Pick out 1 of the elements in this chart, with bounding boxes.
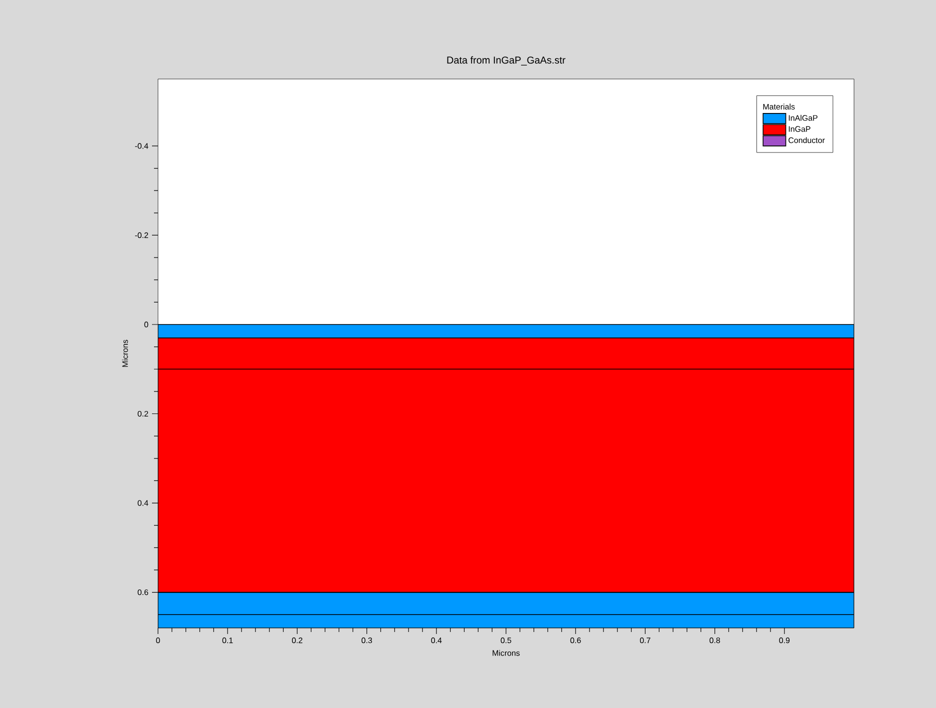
chart-title: Data from InGaP_GaAs.str [447, 56, 566, 66]
